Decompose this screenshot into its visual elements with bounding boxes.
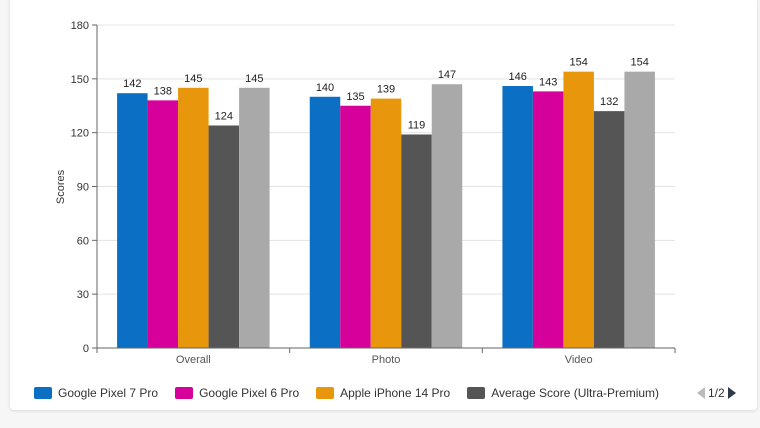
legend-items: Google Pixel 7 Pro Google Pixel 6 Pro Appl… — [34, 383, 674, 403]
bar-value-label: 139 — [377, 84, 395, 96]
legend-label: Google Pixel 6 Pro — [199, 386, 300, 400]
bar-value-label: 138 — [154, 85, 172, 97]
bar-value-label: 142 — [123, 78, 141, 90]
legend-page-indicator: 1/2 — [708, 386, 725, 400]
bar-value-label: 154 — [630, 57, 648, 69]
bar-value-label: 147 — [438, 69, 456, 81]
bar[interactable] — [431, 84, 463, 348]
bar-value-label: 145 — [245, 73, 263, 85]
bar-value-label: 154 — [569, 57, 587, 69]
bar-value-label: 143 — [539, 76, 557, 88]
axes: 0 30 60 90 120 150 180 Overall Photo Video — [71, 20, 676, 366]
bar-value-label: 119 — [408, 119, 426, 131]
bar-value-label: 140 — [316, 82, 334, 94]
x-tick-label: Video — [565, 354, 593, 366]
bar-value-label: 145 — [184, 73, 202, 85]
bar[interactable] — [401, 134, 432, 348]
legend: Google Pixel 7 Pro Google Pixel 6 Pro Appl… — [34, 383, 674, 403]
legend-swatch — [467, 387, 486, 399]
bar-value-label: 124 — [215, 110, 233, 122]
bar[interactable] — [178, 87, 209, 349]
legend-item[interactable]: Google Pixel 7 Pro — [34, 386, 158, 400]
bar-value-label: 135 — [346, 91, 364, 103]
x-tick-label: Photo — [372, 354, 401, 366]
bar-value-label: 132 — [600, 96, 618, 108]
legend-label: Apple iPhone 14 Pro — [340, 386, 451, 400]
y-tick-label: 60 — [77, 235, 89, 247]
y-tick-label: 30 — [77, 289, 89, 301]
legend-label: Average Score (Ultra-Premium) — [491, 386, 660, 400]
bar[interactable] — [340, 105, 371, 348]
legend-item[interactable]: Google Pixel 6 Pro — [175, 386, 299, 400]
y-tick-label: 90 — [77, 182, 89, 194]
bar[interactable] — [593, 111, 625, 348]
legend-label: Google Pixel 7 Pro — [58, 386, 159, 400]
legend-swatch — [175, 387, 194, 399]
y-tick-label: 120 — [71, 128, 89, 140]
bar[interactable] — [532, 91, 564, 349]
bar[interactable] — [147, 100, 179, 348]
legend-next-arrow-icon[interactable] — [727, 387, 736, 399]
bar[interactable] — [624, 71, 655, 349]
bar[interactable] — [309, 96, 341, 349]
data-labels: 142 138 145 124 145 140 135 139 119 147 146 143 154 1… — [123, 57, 649, 132]
legend-prev-arrow-icon[interactable] — [697, 387, 705, 399]
bar[interactable] — [502, 86, 533, 348]
bar[interactable] — [239, 87, 270, 349]
x-tick-label: Overall — [176, 354, 211, 366]
legend-pager: 1/2 — [697, 384, 736, 402]
legend-item[interactable]: Average Score (Ultra-Premium) — [467, 386, 659, 400]
bar-value-label: 146 — [508, 71, 526, 83]
legend-swatch — [34, 387, 52, 399]
y-tick-label: 0 — [83, 343, 89, 355]
bar[interactable] — [370, 98, 402, 348]
legend-swatch — [316, 387, 335, 399]
bar[interactable] — [563, 71, 594, 349]
bar[interactable] — [208, 125, 240, 348]
bar[interactable] — [117, 93, 148, 348]
y-tick-label: 150 — [71, 74, 89, 86]
y-axis-title: Scores — [55, 169, 67, 204]
legend-item[interactable]: Apple iPhone 14 Pro — [316, 386, 450, 400]
y-tick-label: 180 — [71, 20, 89, 32]
bars — [117, 71, 655, 349]
